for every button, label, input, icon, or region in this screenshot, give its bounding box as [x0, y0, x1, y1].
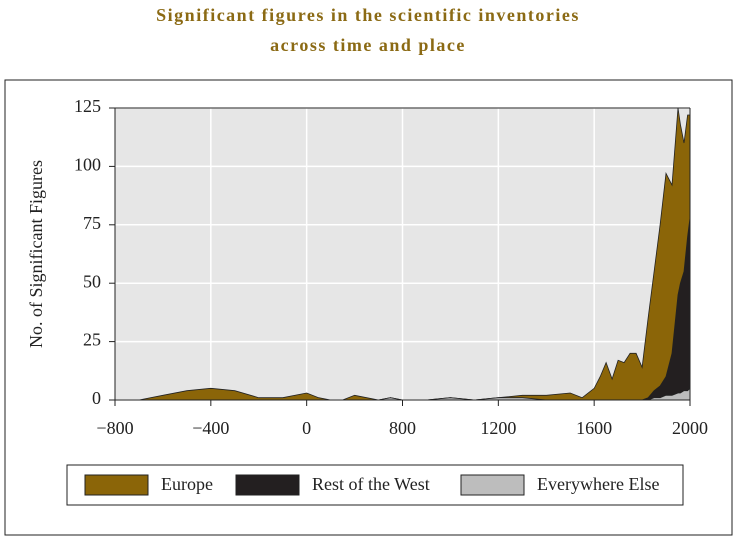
- x-tick-label: 2000: [672, 418, 708, 438]
- y-tick-label: 50: [83, 271, 101, 291]
- x-tick-label: 800: [389, 418, 416, 438]
- x-tick-label: −800: [96, 418, 133, 438]
- y-tick-label: 0: [92, 388, 101, 408]
- legend-swatch: [235, 474, 300, 496]
- y-axis-label: No. of Significant Figures: [26, 160, 46, 348]
- area: [115, 107, 691, 401]
- y-tick-label: 125: [74, 96, 101, 116]
- frame: [4, 79, 733, 536]
- x-tick-label: −400: [192, 418, 229, 438]
- chart-title: across time and place: [270, 35, 466, 55]
- legend: [66, 464, 684, 506]
- x-tick-label: 1600: [576, 418, 612, 438]
- y-tick-label: 75: [83, 213, 101, 233]
- legend-swatch: [84, 474, 149, 496]
- y-tick-label: 100: [74, 155, 101, 175]
- legend-swatch: [460, 474, 525, 496]
- y-tick-label: 25: [83, 330, 101, 350]
- x-tick-label: 1200: [480, 418, 516, 438]
- legend-label: Everywhere Else: [537, 474, 659, 494]
- legend-label: Europe: [161, 474, 213, 494]
- chart-title: Significant figures in the scientific in…: [156, 5, 580, 25]
- legend-label: Rest of the West: [312, 474, 430, 494]
- x-tick-label: 0: [302, 418, 311, 438]
